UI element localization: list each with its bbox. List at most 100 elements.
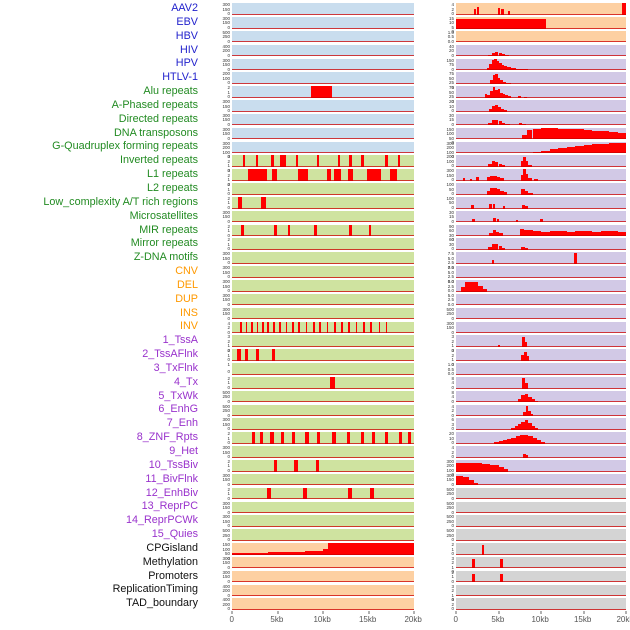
zero-baseline (232, 152, 414, 154)
data-bar (333, 169, 342, 181)
zero-baseline (232, 13, 414, 15)
track-plot-right (456, 86, 626, 98)
y-axis-tick-label: 0 (227, 467, 230, 473)
data-bar (528, 410, 531, 417)
y-axis-tick-label: 2 (227, 172, 230, 178)
y-axis-ticks: 300 200 100 0 (428, 141, 456, 159)
zero-baseline (232, 110, 414, 112)
y-axis-tick-label: 0 (451, 329, 454, 335)
data-bar (493, 176, 497, 181)
y-axis-ticks: 500 250 0 (428, 487, 456, 500)
y-axis-tick-label: 0 (227, 38, 230, 44)
y-axis-tick-label: 2 (451, 601, 454, 607)
x-axis-right: 0 5kb 10kb 15kb 20kb (454, 611, 630, 629)
data-bar (316, 432, 320, 444)
column-gap (414, 16, 428, 30)
x-axis-tick-mark (498, 611, 499, 615)
track-row: 15_Quies 500 250 0 500 250 0 (0, 528, 630, 542)
y-axis-tick-label: 0 (451, 454, 454, 460)
track-plot-left (232, 363, 414, 375)
track-row: 14_ReprPCWk 300 150 0 500 250 0 (0, 514, 630, 528)
column-gap (414, 210, 428, 224)
track-row: DEL 300 150 0 5.0 2.5 0.0 (0, 279, 630, 293)
track-plot-left (232, 72, 414, 84)
zero-baseline (456, 512, 626, 514)
column-gap (414, 224, 428, 238)
y-axis-tick-label: 2.5 (447, 283, 454, 289)
y-axis-ticks: 20 10 0 (428, 100, 456, 113)
track-row: ReplicationTiming 400 200 0 3 2 1 0 (0, 583, 630, 602)
y-axis-tick-label: 7.5 (447, 251, 454, 257)
data-bar (486, 177, 490, 181)
y-axis-tick-label: 500 (446, 528, 454, 534)
data-bar (541, 150, 550, 154)
track-row: Microsatellites 300 150 0 30 15 0 (0, 210, 630, 224)
y-axis-tick-label: 4 (451, 394, 454, 400)
x-axis-tick-label: 20kb (616, 615, 630, 625)
data-bar (361, 155, 364, 167)
track-plot-right (456, 570, 626, 583)
y-axis-tick-label: 150 (222, 505, 230, 510)
y-axis-tick-label: 3 (451, 555, 454, 561)
zero-baseline (232, 221, 414, 223)
zero-baseline (232, 55, 414, 57)
y-axis-tick-label: 20 (448, 431, 454, 437)
zero-baseline (232, 345, 414, 347)
track-row: Alu repeats 2 1 0 75 50 25 0 (0, 85, 630, 103)
zero-baseline (232, 456, 414, 458)
track-row: Promoters 300 150 0 2 1 0 (0, 570, 630, 584)
y-axis-tick-label: 0 (451, 218, 454, 224)
zero-baseline (456, 359, 626, 361)
track-plot-right (456, 252, 626, 264)
y-axis-tick-label: 50 (448, 200, 454, 206)
y-axis-tick-label: 0.0 (447, 38, 454, 44)
data-bar (295, 155, 299, 167)
data-bar (368, 224, 372, 237)
track-plot-right (456, 169, 626, 181)
track-row: 5_TxWk 500 250 0 8 4 0 (0, 390, 630, 404)
track-plot-right (456, 266, 626, 278)
data-bar (502, 94, 506, 98)
track-plot-right (456, 446, 626, 458)
track-plot-left (232, 501, 414, 514)
y-axis-ticks: 300 200 100 0 (428, 459, 456, 477)
y-axis-tick-label: 1 (227, 241, 230, 247)
y-axis-tick-label: 0 (451, 121, 454, 127)
data-bar (566, 146, 575, 154)
zero-baseline (456, 429, 626, 431)
y-axis-tick-label: 300 (446, 320, 454, 326)
data-bar (617, 132, 626, 140)
track-plot-left (232, 446, 414, 458)
column-gap (414, 390, 428, 404)
data-bar (558, 147, 567, 154)
y-axis-tick-label: 0 (451, 523, 454, 529)
data-bar (498, 466, 504, 472)
y-axis-tick-label: 150 (446, 477, 454, 483)
row-label: AAV2 (171, 2, 198, 14)
y-axis-tick-label: 0.0 (447, 301, 454, 307)
y-axis-tick-label: 0.0 (447, 288, 454, 293)
x-axis-left: 0 5kb 10kb 15kb 20kb (230, 611, 422, 629)
y-axis-ticks: 500 250 0 (204, 390, 232, 403)
y-axis-tick-label: 150 (222, 574, 230, 580)
data-bar (273, 459, 278, 472)
data-bar (456, 476, 463, 486)
y-axis-tick-label: 200 (222, 588, 230, 594)
data-bar (464, 463, 473, 472)
data-bar (499, 63, 502, 71)
data-bar (478, 286, 484, 292)
zero-baseline (456, 387, 626, 389)
zero-baseline (456, 318, 626, 320)
data-bar (622, 3, 626, 15)
data-bar (528, 396, 532, 403)
row-label: MIR repeats (139, 223, 198, 236)
data-bar (472, 574, 475, 583)
data-bar (326, 169, 332, 181)
data-bar (315, 459, 320, 472)
y-axis-tick-label: 2.5 (447, 260, 454, 266)
